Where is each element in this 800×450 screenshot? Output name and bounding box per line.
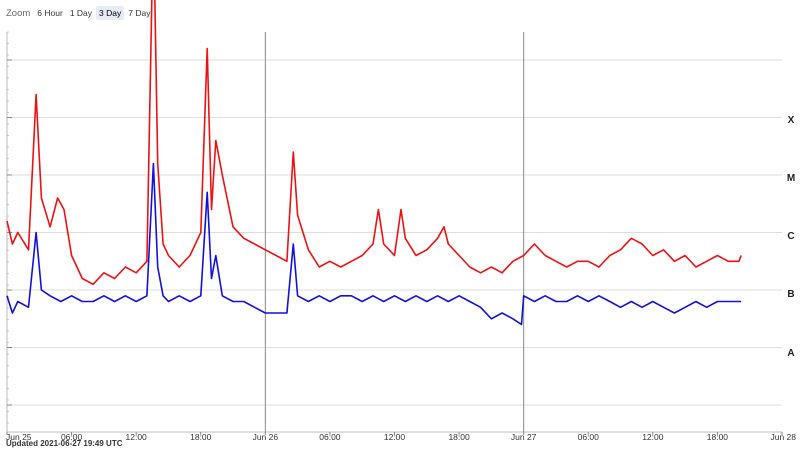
x-tick-label: 06:00 (319, 432, 341, 442)
zoom-3-day-button[interactable]: 3 Day (96, 6, 125, 20)
class-label-x: X (788, 115, 795, 126)
zoom-1-day-button[interactable]: 1 Day (69, 8, 93, 18)
series-line-red (6, 0, 742, 286)
series-line-blue (6, 162, 742, 326)
updated-timestamp: Updated 2021-06-27 19:49 UTC (6, 439, 123, 448)
x-tick-label: 12:00 (642, 432, 664, 442)
x-tick-label: Jun 27 (511, 432, 537, 442)
x-tick-label: 18:00 (190, 432, 212, 442)
x-tick-label: 06:00 (578, 432, 600, 442)
x-tick-label: 18:00 (707, 432, 729, 442)
zoom-7-day-button[interactable]: 7 Day (128, 8, 151, 18)
class-label-a: A (787, 348, 794, 359)
class-label-b: B (787, 289, 794, 300)
x-tick-label: 12:00 (384, 432, 406, 442)
class-label-c: C (787, 231, 794, 242)
zoom-bar: Zoom 6 Hour 1 Day 3 Day 7 Day (6, 4, 154, 22)
zoom-label: Zoom (6, 7, 31, 19)
x-tick-label: Jun 25 (6, 432, 32, 442)
x-tick-label: 06:00 (61, 432, 83, 442)
zoom-6-hour-button[interactable]: 6 Hour (37, 8, 63, 18)
x-tick-label: 18:00 (448, 432, 470, 442)
class-label-m: M (787, 173, 795, 184)
x-tick-label: 12:00 (126, 432, 148, 442)
x-tick-label: Jun 28 (770, 432, 796, 442)
x-tick-label: Jun 26 (253, 432, 279, 442)
